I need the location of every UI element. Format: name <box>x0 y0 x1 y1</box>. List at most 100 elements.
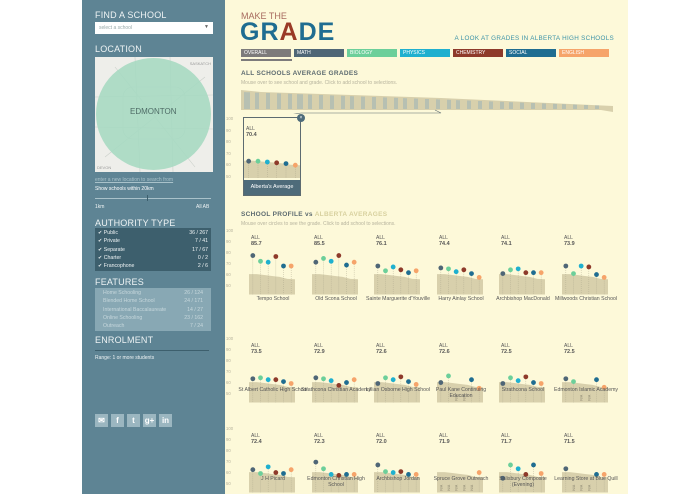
grade-dot-english[interactable] <box>351 259 357 265</box>
school-name[interactable]: Millwoods Christian School <box>555 296 617 302</box>
authority-item-francophone[interactable]: ✔ Francophone 2 / 6 <box>98 262 208 270</box>
grade-dot-social[interactable] <box>406 270 411 276</box>
grade-dot-social[interactable] <box>469 271 474 276</box>
all-schools-strip[interactable] <box>241 88 613 114</box>
grade-dot-physics[interactable] <box>515 466 521 472</box>
grade-dot-english[interactable] <box>288 467 294 473</box>
grade-dot-english[interactable] <box>288 263 294 269</box>
feature-item[interactable]: Home Schooling 26 / 124 <box>103 289 203 297</box>
grade-dot-biology[interactable] <box>508 462 513 468</box>
enrolment-slider[interactable] <box>95 350 209 351</box>
grade-dot-chemistry[interactable] <box>398 469 404 474</box>
grade-dot-biology[interactable] <box>446 266 451 272</box>
grade-dot-math[interactable] <box>313 375 319 381</box>
feature-item[interactable]: Blended Home School 24 / 171 <box>103 297 203 305</box>
grade-dot-chemistry[interactable] <box>523 472 529 477</box>
grade-dot-math[interactable] <box>313 459 319 465</box>
school-name[interactable]: Archbishop Jordan <box>376 476 420 482</box>
feature-item[interactable]: Online Schooling 23 / 162 <box>103 314 203 322</box>
grade-dot-english[interactable] <box>538 471 544 476</box>
grade-dot-english[interactable] <box>292 162 298 168</box>
grade-dot-chemistry[interactable] <box>336 253 342 258</box>
grade-dot-physics[interactable] <box>515 266 521 272</box>
grade-dot-biology[interactable] <box>383 268 388 274</box>
feature-item[interactable]: International Baccalaureate 14 / 27 <box>103 306 203 314</box>
school-select[interactable]: select a school ▼ <box>95 22 213 34</box>
tab-biology[interactable]: BIOLOGY <box>347 49 397 57</box>
radius-slider-handle[interactable] <box>147 195 148 201</box>
grade-dot-english[interactable] <box>538 270 544 276</box>
school-name[interactable]: Paul Kane Continuing Education <box>435 387 487 399</box>
tab-math[interactable]: MATH <box>294 49 344 57</box>
authority-item-separate[interactable]: ✔ Separate 17 / 67 <box>98 246 208 254</box>
grade-dot-chemistry[interactable] <box>398 267 404 273</box>
grade-dot-english[interactable] <box>601 472 607 477</box>
linkedin-icon[interactable]: in <box>159 414 172 427</box>
grade-dot-physics[interactable] <box>265 377 271 383</box>
grade-dot-english[interactable] <box>351 377 357 383</box>
school-name[interactable]: Edmonton Christian High School <box>307 476 365 488</box>
grade-dot-social[interactable] <box>531 462 536 468</box>
facebook-icon[interactable]: f <box>111 414 124 427</box>
alberta-average-card[interactable]: ALL 70.4 Alberta's Average × <box>243 114 305 196</box>
grade-dot-physics[interactable] <box>328 378 334 384</box>
grade-dot-chemistry[interactable] <box>273 470 279 475</box>
grade-dot-chemistry[interactable] <box>336 383 342 388</box>
grade-dot-physics[interactable] <box>453 269 459 275</box>
email-icon[interactable]: ✉ <box>95 414 108 427</box>
grade-dot-english[interactable] <box>413 472 419 477</box>
grade-dot-social[interactable] <box>406 472 411 477</box>
school-name[interactable]: Old Scona School <box>315 296 357 302</box>
grade-dot-math[interactable] <box>500 271 506 276</box>
grade-dot-physics[interactable] <box>328 258 334 264</box>
grade-dot-biology[interactable] <box>508 375 513 381</box>
tab-overall[interactable]: OVERALL <box>241 49 291 57</box>
grade-dot-social[interactable] <box>469 377 474 383</box>
grade-dot-physics[interactable] <box>515 378 521 384</box>
grade-dot-math[interactable] <box>438 265 444 271</box>
school-name[interactable]: St Albert Catholic High School <box>238 387 308 393</box>
grade-dot-social[interactable] <box>531 380 536 385</box>
tab-english[interactable]: ENGLISH <box>559 49 609 57</box>
tab-social[interactable]: SOCIAL <box>506 49 556 57</box>
authority-item-public[interactable]: ✔ Public 36 / 267 <box>98 229 208 237</box>
grade-dot-chemistry[interactable] <box>336 473 342 478</box>
school-name[interactable]: Sainte Marguerite d'Youville <box>366 296 430 302</box>
grade-dot-english[interactable] <box>476 275 482 280</box>
grade-dot-chemistry[interactable] <box>273 254 279 259</box>
school-name[interactable]: Harry Ainlay School <box>438 296 484 302</box>
grade-dot-english[interactable] <box>538 381 544 386</box>
grade-dot-math[interactable] <box>375 462 381 468</box>
grade-dot-math[interactable] <box>563 466 569 472</box>
grade-dot-biology[interactable] <box>571 379 576 384</box>
grade-dot-math[interactable] <box>313 259 319 265</box>
grade-dot-social[interactable] <box>594 472 599 477</box>
grade-dot-biology[interactable] <box>258 471 263 476</box>
grade-dot-social[interactable] <box>594 377 599 383</box>
grade-dot-chemistry[interactable] <box>273 377 279 383</box>
grade-dot-biology[interactable] <box>255 158 261 164</box>
grade-dot-social[interactable] <box>594 272 599 277</box>
close-icon[interactable]: × <box>297 114 305 122</box>
grade-dot-math[interactable] <box>250 376 256 382</box>
school-name[interactable]: Learning Store at Blue Quill <box>554 476 618 482</box>
grade-dot-biology[interactable] <box>383 469 388 474</box>
school-name[interactable]: Strathcona School <box>501 387 545 393</box>
grade-dot-math[interactable] <box>563 376 569 382</box>
grade-dot-math[interactable] <box>500 475 506 481</box>
grade-dot-chemistry[interactable] <box>523 270 529 276</box>
grade-dot-social[interactable] <box>344 472 349 477</box>
